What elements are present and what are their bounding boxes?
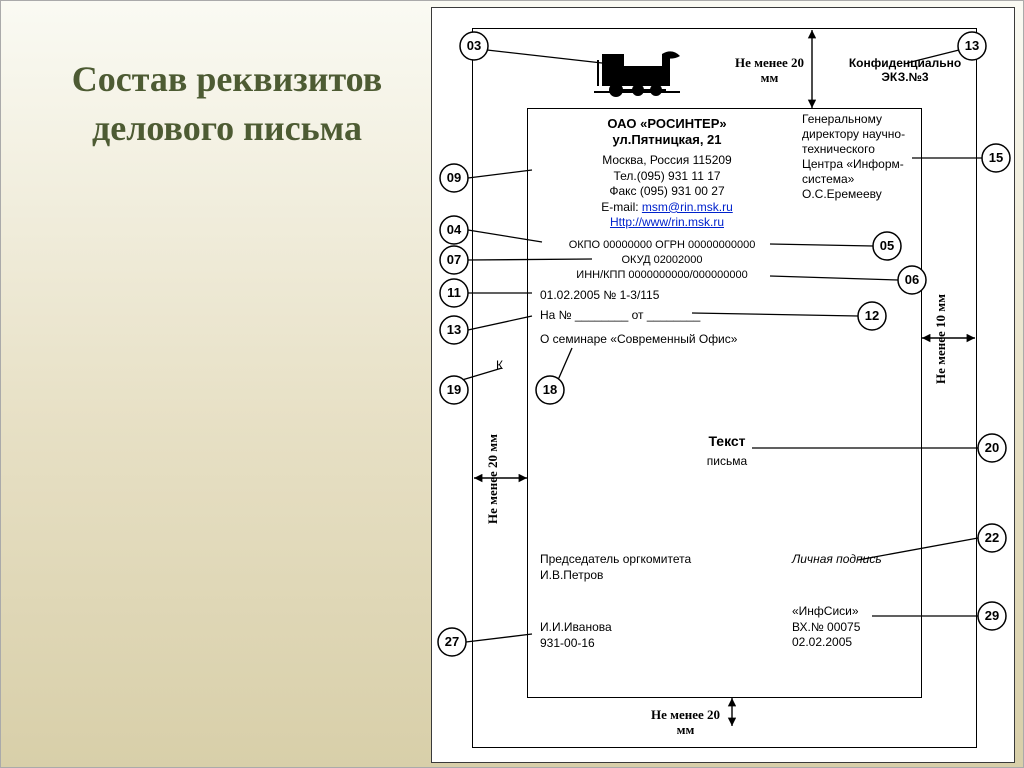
callout-number: 03: [467, 38, 481, 53]
signer-block: Председатель оргкомитета И.В.Петров: [540, 552, 750, 583]
org-name: ОАО «РОСИНТЕР»: [607, 116, 726, 131]
org-fax: Факс (095) 931 00 27: [609, 184, 724, 198]
diagram-canvas: 03 13 09 04 07 11 13 19 18 05 06 12 15 20 22 29 27 Конфи…: [431, 7, 1015, 763]
org-contacts: Москва, Россия 115209 Тел.(095) 931 11 1…: [552, 153, 782, 231]
body-subtitle: письма: [707, 454, 747, 468]
executor-name: И.И.Иванова: [540, 620, 612, 634]
k-mark: К: [496, 358, 503, 372]
incoming-date: 02.02.2005: [792, 635, 852, 649]
body-title: Текст: [708, 433, 745, 449]
incoming-num: ВХ.№ 00075: [792, 620, 860, 634]
executor-block: И.И.Иванова 931-00-16: [540, 620, 612, 651]
codes-okpo: ОКПО 00000000 ОГРН 00000000000: [569, 239, 756, 251]
confidential-text: Конфиденциально: [849, 56, 961, 70]
confidential-label: Конфиденциально ЭКЗ.№3: [840, 56, 970, 85]
callout-number: 19: [447, 382, 461, 397]
callout-number: 13: [965, 38, 979, 53]
slide-page: Состав реквизитов делового письма: [0, 0, 1024, 768]
addressee-line: Генеральному: [802, 112, 882, 126]
callout-number: 05: [880, 238, 894, 253]
callout-number: 04: [447, 222, 462, 237]
codes-okud: ОКУД 02002000: [621, 254, 702, 266]
codes-inn: ИНН/КПП 0000000000/000000000: [576, 269, 747, 281]
reg-number: 01.02.2005 № 1-3/115: [540, 288, 659, 302]
incoming-org: «ИнфСиси»: [792, 604, 859, 618]
callout-number: 06: [905, 272, 919, 287]
org-phone: Тел.(095) 931 11 17: [613, 169, 720, 183]
incoming-block: «ИнфСиси» ВХ.№ 00075 02.02.2005: [792, 604, 860, 651]
executor-phone: 931-00-16: [540, 636, 595, 650]
org-email-link[interactable]: msm@rin.msk.ru: [642, 200, 733, 214]
codes-block: ОКПО 00000000 ОГРН 00000000000 ОКУД 0200…: [537, 238, 787, 283]
addressee-line: О.С.Еремееву: [802, 187, 882, 201]
org-web-link[interactable]: Http://www/rin.msk.ru: [610, 215, 724, 229]
signature-label: Личная подпись: [792, 552, 882, 566]
margin-top-label: Не менее 20 мм: [732, 56, 807, 86]
margin-left-label: Не менее 20 мм: [486, 424, 500, 534]
signer-role: Председатель оргкомитета: [540, 552, 691, 566]
addressee-line: директору научно-: [802, 127, 905, 141]
callout-number: 13: [447, 322, 461, 337]
addressee-line: система»: [802, 172, 854, 186]
callout-number: 27: [445, 634, 459, 649]
subject-line: О семинаре «Современный Офис»: [540, 332, 750, 347]
callout-number: 20: [985, 440, 999, 455]
margin-right-label: Не менее 10 мм: [934, 284, 948, 394]
addressee-line: Центра «Информ-: [802, 157, 904, 171]
org-header: ОАО «РОСИНТЕР» ул.Пятницкая, 21: [552, 116, 782, 149]
ref-line: На № ________ от ________: [540, 308, 700, 322]
callout-number: 22: [985, 530, 999, 545]
body-label: Текст письма: [652, 432, 802, 470]
callout-number: 07: [447, 252, 461, 267]
addressee-line: технического: [802, 142, 875, 156]
callout-number: 18: [543, 382, 557, 397]
margin-bottom-label: Не менее 20 мм: [648, 708, 723, 738]
callout-number: 11: [447, 285, 461, 300]
callout-number: 29: [985, 608, 999, 623]
org-email-label: E-mail:: [601, 200, 642, 214]
org-city: Москва, Россия 115209: [602, 153, 731, 167]
callout-number: 09: [447, 170, 461, 185]
callout-number: 15: [989, 150, 1003, 165]
addressee-block: Генеральному директору научно- техническ…: [802, 112, 972, 202]
org-addr: ул.Пятницкая, 21: [612, 132, 721, 147]
slide-title: Состав реквизитов делового письма: [37, 55, 417, 152]
copy-number: ЭКЗ.№3: [881, 70, 928, 84]
signer-name: И.В.Петров: [540, 568, 603, 582]
callout-number: 12: [865, 308, 879, 323]
